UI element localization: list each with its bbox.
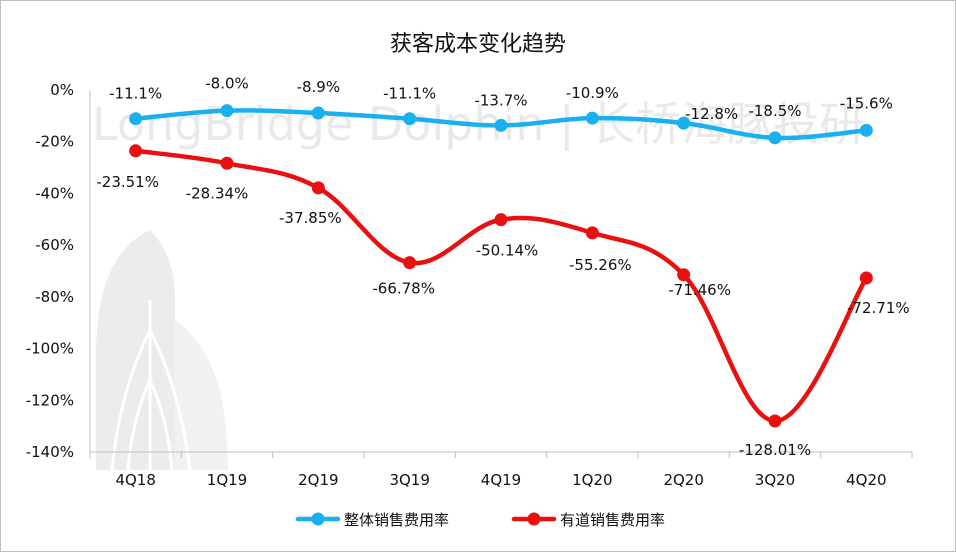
data-label: -72.71%: [847, 299, 910, 317]
data-label: -8.9%: [297, 78, 341, 96]
x-tick-label: 4Q18: [115, 471, 155, 489]
data-label: -11.1%: [383, 85, 436, 103]
data-label: -28.34%: [186, 184, 249, 202]
data-label: -11.1%: [109, 85, 162, 103]
x-tick-label: 3Q19: [389, 471, 429, 489]
y-tick-label: -120%: [26, 391, 74, 409]
data-point: [403, 112, 417, 126]
x-tick-label: 2Q19: [298, 471, 338, 489]
data-point: [129, 144, 143, 158]
data-label: -55.26%: [569, 256, 632, 274]
y-tick-label: 0%: [50, 81, 74, 99]
data-label: -18.5%: [748, 102, 801, 120]
chart-title: 获客成本变化趋势: [390, 32, 566, 57]
data-labels: -11.1% -8.0% -8.9% -11.1% -13.7% -10.9% -12.8%…: [96, 75, 909, 459]
legend-marker-2: [527, 512, 541, 526]
data-label: -13.7%: [474, 91, 527, 109]
data-label: -37.85%: [279, 209, 342, 227]
legend-marker-1: [311, 512, 325, 526]
data-label: -10.9%: [566, 84, 619, 102]
data-point: [311, 181, 325, 195]
watermark-layer: LongBridge Dolphin | 长桥海豚投研: [92, 97, 865, 471]
x-tick-label: 1Q19: [207, 471, 247, 489]
legend-label-1: 整体销售费用率: [344, 511, 449, 529]
data-point: [585, 111, 599, 125]
data-point: [677, 268, 691, 282]
legend-label-2: 有道销售费用率: [560, 511, 665, 529]
data-label: -12.8%: [685, 105, 738, 123]
series-line-2: [133, 148, 869, 424]
y-tick-label: -140%: [26, 443, 74, 461]
x-tick-label: 3Q20: [755, 471, 795, 489]
data-point: [494, 118, 508, 132]
series-layer: [129, 104, 873, 428]
data-label: -8.0%: [205, 75, 249, 93]
data-point: [859, 271, 873, 285]
y-tick-label: -40%: [35, 184, 74, 202]
legend: 整体销售费用率 有道销售费用率: [295, 511, 665, 529]
y-tick-label: -20%: [35, 133, 74, 151]
data-label: -50.14%: [476, 242, 539, 260]
y-tick-label: -100%: [26, 340, 74, 358]
data-label: -23.51%: [96, 173, 159, 191]
data-label: -15.6%: [840, 94, 893, 112]
data-point: [768, 131, 782, 145]
data-point: [677, 116, 691, 130]
watermark-logo-icon: [96, 230, 228, 471]
x-tick-label: 2Q20: [663, 471, 703, 489]
y-tick-label: -60%: [35, 236, 74, 254]
data-point: [220, 104, 234, 118]
y-tick-label: -80%: [35, 288, 74, 306]
data-label: -71.46%: [668, 281, 731, 299]
data-label: -128.01%: [739, 441, 811, 459]
x-tick-label: 1Q20: [572, 471, 612, 489]
data-point: [494, 213, 508, 227]
data-label: -66.78%: [372, 280, 435, 298]
data-point: [129, 112, 143, 126]
data-point: [311, 106, 325, 120]
data-point: [220, 156, 234, 170]
axes: 0% -20% -40% -60% -80% -100% -120% -140% 4Q18 1Q1…: [26, 81, 913, 489]
data-point: [585, 226, 599, 240]
x-tick-label: 4Q19: [481, 471, 521, 489]
data-point: [859, 123, 873, 137]
data-point: [768, 414, 782, 428]
x-tick-label: 4Q20: [846, 471, 886, 489]
data-point: [403, 256, 417, 270]
